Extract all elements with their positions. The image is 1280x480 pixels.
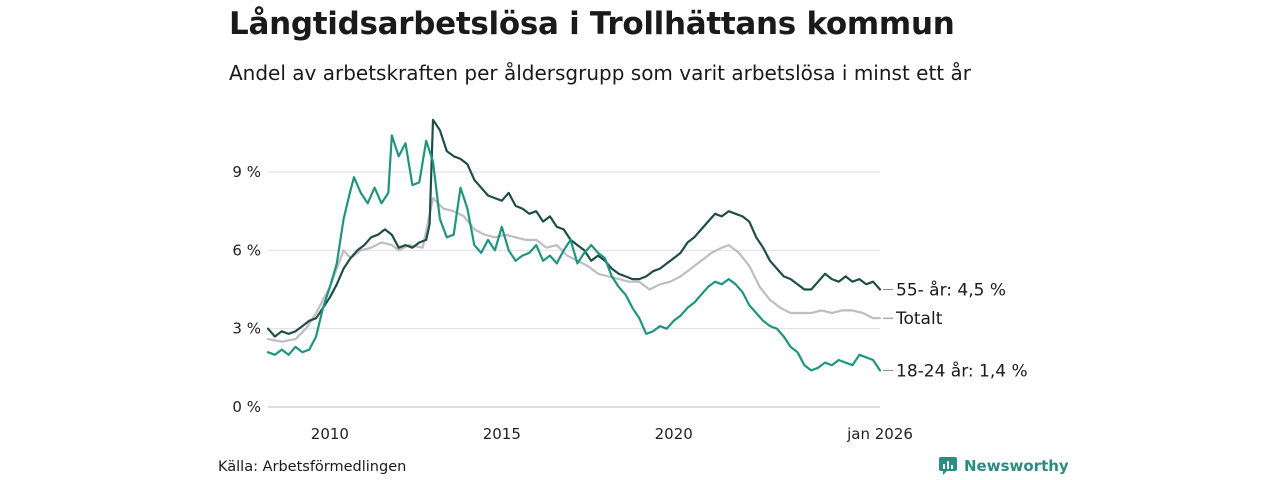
x-tick-label: 2010 xyxy=(311,425,349,443)
y-tick-label: 3 % xyxy=(232,320,261,338)
series-label-totalt: Totalt xyxy=(895,309,943,329)
chart-subtitle: Andel av arbetskraften per åldersgrupp s… xyxy=(229,61,971,85)
series-label-55-r: 55- år: 4,5 % xyxy=(896,280,1006,301)
x-tick-label: 2015 xyxy=(483,425,521,443)
series-line-18-24-r xyxy=(266,134,882,372)
x-tick-label: 2020 xyxy=(655,425,693,443)
source-credit: Källa: Arbetsförmedlingen xyxy=(218,459,407,475)
y-tick-label: 0 % xyxy=(232,398,261,416)
x-tick-label: jan 2026 xyxy=(846,425,913,443)
brand-name: Newsworthy xyxy=(964,457,1069,475)
brand-logo[interactable]: Newsworthy xyxy=(938,456,1069,476)
y-tick-label: 6 % xyxy=(232,241,261,259)
newsworthy-logo-icon xyxy=(939,457,957,475)
chart-title: Långtidsarbetslösa i Trollhättans kommun xyxy=(229,6,955,42)
series-line-55-r xyxy=(266,118,882,338)
series-line-totalt xyxy=(266,197,882,343)
series-label-18-24-r: 18-24 år: 1,4 % xyxy=(896,360,1028,381)
y-tick-label: 9 % xyxy=(232,163,261,181)
